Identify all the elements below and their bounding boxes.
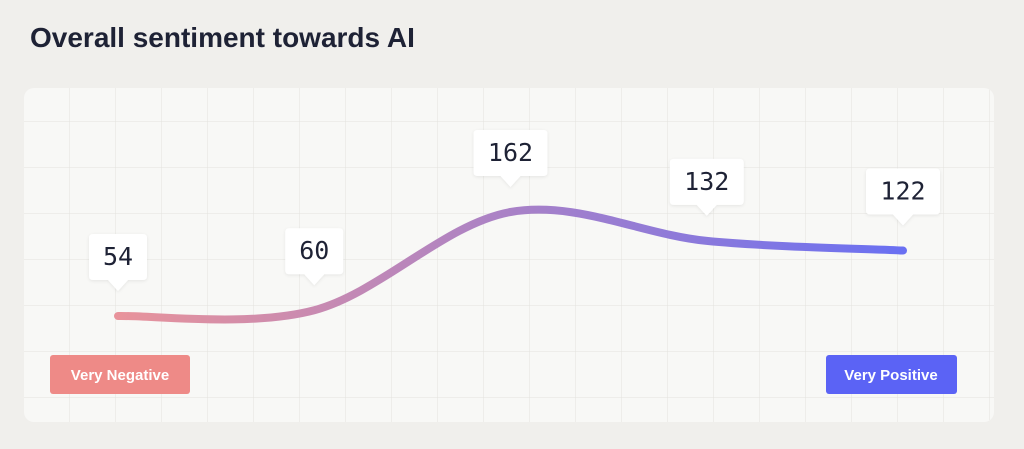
badge-label: Very Positive xyxy=(844,367,937,384)
label-box xyxy=(89,234,147,291)
label-box xyxy=(473,130,548,187)
data-label: 54 xyxy=(103,242,133,271)
badge-negative xyxy=(50,355,190,394)
label-box xyxy=(669,158,744,216)
label-box xyxy=(285,228,344,286)
data-label: 162 xyxy=(488,138,533,167)
data-label: 122 xyxy=(880,177,925,206)
badge-positive xyxy=(826,355,957,394)
chart-title: Overall sentiment towards AI xyxy=(30,22,415,53)
data-label: 60 xyxy=(299,236,329,265)
sentiment-line xyxy=(114,205,907,324)
label-box xyxy=(866,168,940,226)
badge-label: Very Negative xyxy=(71,367,169,384)
data-label: 132 xyxy=(684,167,729,196)
